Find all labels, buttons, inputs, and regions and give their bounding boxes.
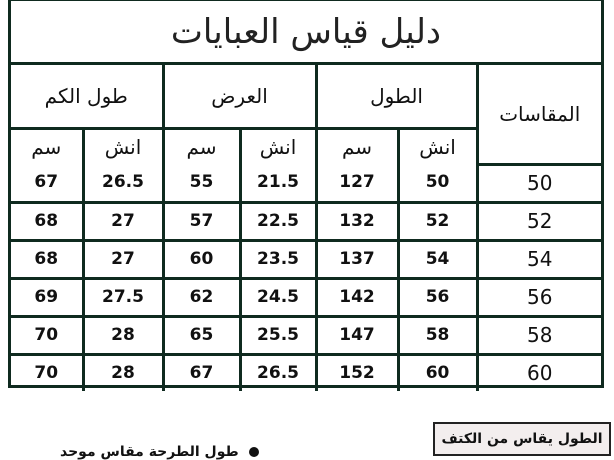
size-table: طول الكم العرض الطول المقاسات سم انش سم …	[11, 65, 601, 391]
cell-sleeve-in: 28	[81, 352, 165, 391]
cell-length-cm: 142	[314, 276, 400, 318]
header-length: الطول	[314, 65, 479, 130]
length-note: الطول يقاس من الكتف	[433, 422, 611, 456]
cell-length-in: 50	[396, 164, 479, 204]
cell-width-in: 21.5	[238, 164, 318, 204]
cell-sleeve-cm: 70	[11, 352, 85, 391]
cell-width-cm: 65	[161, 314, 242, 356]
cell-sleeve-in: 27	[81, 200, 165, 242]
cell-length-in: 54	[396, 238, 479, 280]
cell-width-in: 23.5	[238, 238, 318, 280]
cell-sleeve-in: 26.5	[81, 164, 165, 204]
unit-cm: سم	[11, 127, 85, 164]
cell-length-cm: 127	[314, 164, 400, 204]
cell-width-cm: 55	[161, 164, 242, 204]
unit-inch: انش	[81, 127, 165, 164]
cell-sleeve-cm: 69	[11, 276, 85, 318]
cell-width-cm: 62	[161, 276, 242, 318]
cell-length-in: 52	[396, 200, 479, 242]
table-row: 70 28 67 26.5 152 60 60	[11, 352, 601, 391]
table-row: 68 27 60 23.5 137 54 54	[11, 238, 601, 280]
cell-size: 56	[475, 276, 601, 318]
cell-sleeve-in: 28	[81, 314, 165, 356]
cell-width-in: 26.5	[238, 352, 318, 391]
cell-length-in: 60	[396, 352, 479, 391]
unit-inch: انش	[396, 127, 478, 164]
cell-size: 60	[475, 352, 601, 391]
table-row: 69 27.5 62 24.5 142 56 56	[11, 276, 601, 318]
cell-width-in: 25.5	[238, 314, 318, 356]
cell-size: 50	[475, 164, 601, 204]
cell-width-cm: 67	[161, 352, 242, 391]
cell-width-in: 24.5	[238, 276, 318, 318]
unit-inch: انش	[238, 127, 318, 164]
table-row: 68 27 57 22.5 132 52 52	[11, 200, 601, 242]
unit-cm: سم	[314, 127, 400, 164]
header-sleeve: طول الكم	[11, 65, 165, 130]
cell-sleeve-cm: 70	[11, 314, 85, 356]
bullet-text: طول الطرحة مقاس موحد	[60, 444, 239, 460]
cell-length-in: 58	[396, 314, 479, 356]
unit-cm: سم	[161, 127, 242, 164]
cell-sleeve-cm: 68	[11, 238, 85, 280]
cell-length-cm: 132	[314, 200, 400, 242]
cell-sleeve-in: 27	[81, 238, 165, 280]
cell-size: 58	[475, 314, 601, 356]
bullet-note: طول الطرحة مقاس موحد	[60, 444, 259, 460]
cell-sleeve-cm: 68	[11, 200, 85, 242]
cell-size: 52	[475, 200, 601, 242]
cell-width-cm: 60	[161, 238, 242, 280]
bullet-icon	[248, 447, 259, 457]
cell-width-in: 22.5	[238, 200, 318, 242]
table-row: 70 28 65 25.5 147 58 58	[11, 314, 601, 356]
cell-width-cm: 57	[161, 200, 242, 242]
table-row: 67 26.5 55 21.5 127 50 50	[11, 164, 601, 204]
size-chart: دليل قياس العبايات طول الكم العرض الطول …	[8, 0, 604, 391]
cell-length-cm: 147	[314, 314, 400, 356]
header-width: العرض	[161, 65, 318, 130]
cell-length-in: 56	[396, 276, 479, 318]
header-size: المقاسات	[475, 65, 601, 166]
cell-sleeve-in: 27.5	[81, 276, 165, 318]
chart-title: دليل قياس العبايات	[11, 1, 601, 65]
cell-length-cm: 137	[314, 238, 400, 280]
cell-sleeve-cm: 67	[11, 164, 85, 204]
cell-size: 54	[475, 238, 601, 280]
cell-length-cm: 152	[314, 352, 400, 391]
